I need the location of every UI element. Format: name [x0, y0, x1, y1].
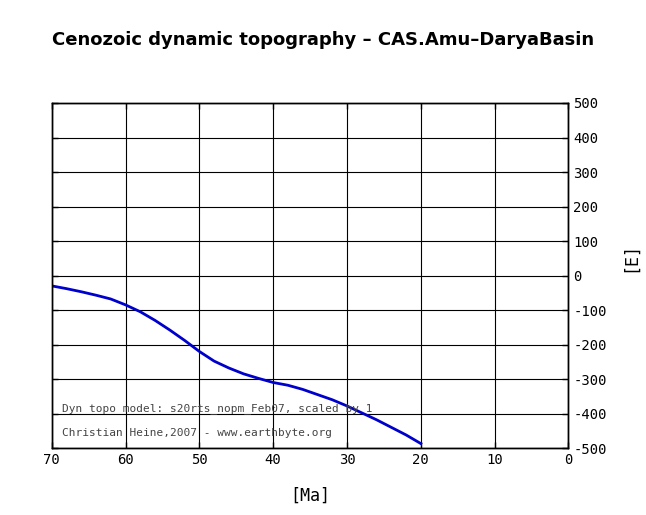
- Text: Christian Heine,2007 - www.earthbyte.org: Christian Heine,2007 - www.earthbyte.org: [62, 427, 332, 438]
- Text: Dyn topo model: s20rts_nopm_Feb07, scaled by 1: Dyn topo model: s20rts_nopm_Feb07, scale…: [62, 403, 373, 414]
- Text: Cenozoic dynamic topography – CAS.Amu–DaryaBasin: Cenozoic dynamic topography – CAS.Amu–Da…: [52, 31, 594, 49]
- Text: [E]: [E]: [621, 243, 639, 272]
- Text: [Ma]: [Ma]: [290, 487, 330, 505]
